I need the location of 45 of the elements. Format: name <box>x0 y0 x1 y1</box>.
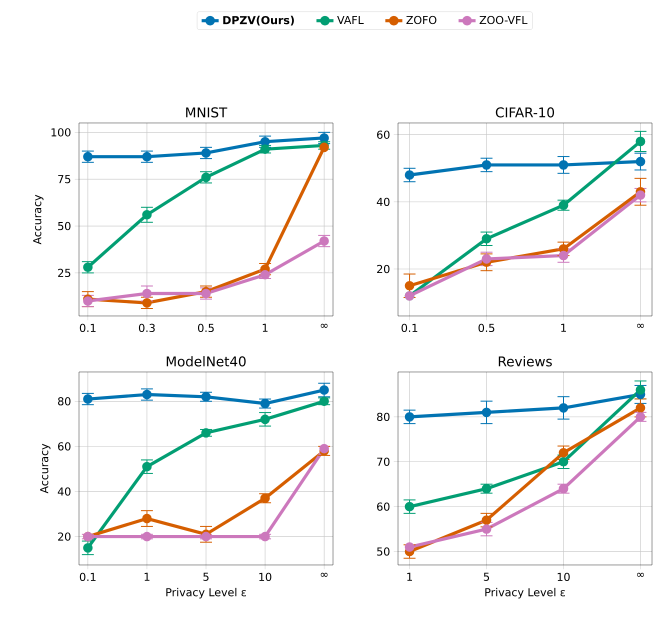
x-tick-label: 0.5 <box>478 324 494 332</box>
x-tick-label: 1 <box>262 324 268 332</box>
y-tick-label: 20 <box>377 264 390 274</box>
x-tick-label: 1 <box>407 572 412 581</box>
y-tick-label: 60 <box>58 442 70 451</box>
x-axis-title: Privacy Level ε <box>166 588 246 598</box>
y-tick-label: 80 <box>377 412 390 422</box>
x-tick-label: 10 <box>558 572 570 582</box>
x-tick-label: ∞ <box>637 324 644 328</box>
legend-label: ZOO-VFL <box>480 16 528 24</box>
x-tick-label: 0.3 <box>138 324 155 332</box>
chart-title: CIFAR-10 <box>496 107 554 118</box>
x-tick-label: 0.1 <box>402 324 418 332</box>
chart-title: Reviews <box>498 356 552 366</box>
x-tick-label: 0.5 <box>198 324 214 332</box>
y-tick-label: 80 <box>58 397 70 406</box>
x-tick-label: 10 <box>259 572 272 582</box>
chart-title: ModelNet40 <box>166 356 246 366</box>
y-tick-label: 60 <box>377 130 390 139</box>
x-tick-label: 0.1 <box>80 572 96 582</box>
x-tick-label: ∞ <box>320 324 328 328</box>
x-tick-label: 5 <box>484 572 490 581</box>
y-tick-label: 75 <box>58 175 70 184</box>
legend-label: DPZV(Ours) <box>223 16 294 26</box>
y-tick-label: 40 <box>376 198 390 206</box>
x-tick-label: 0.1 <box>80 324 96 332</box>
y-tick-label: 70 <box>377 458 390 466</box>
y-tick-label: 50 <box>377 547 390 556</box>
y-tick-label: 40 <box>58 487 70 496</box>
y-tick-label: 20 <box>58 532 70 541</box>
y-tick-label: 100 <box>52 128 70 136</box>
x-tick-label: ∞ <box>320 572 328 577</box>
legend-label: ZOFO <box>406 16 436 24</box>
x-tick-label: 1 <box>144 572 150 581</box>
x-tick-label: 5 <box>203 572 209 581</box>
x-tick-label: 1 <box>561 324 566 332</box>
legend-label: VAFL <box>337 16 364 24</box>
y-axis-title: Accuracy <box>33 194 44 244</box>
x-axis-title: Privacy Level ε <box>485 588 566 598</box>
y-tick-label: 60 <box>377 502 390 511</box>
y-axis-title: Accuracy <box>40 444 50 494</box>
y-tick-label: 25 <box>58 268 70 278</box>
chart-title: MNIST <box>186 107 228 118</box>
y-tick-label: 50 <box>58 222 70 230</box>
x-tick-label: ∞ <box>637 572 644 577</box>
